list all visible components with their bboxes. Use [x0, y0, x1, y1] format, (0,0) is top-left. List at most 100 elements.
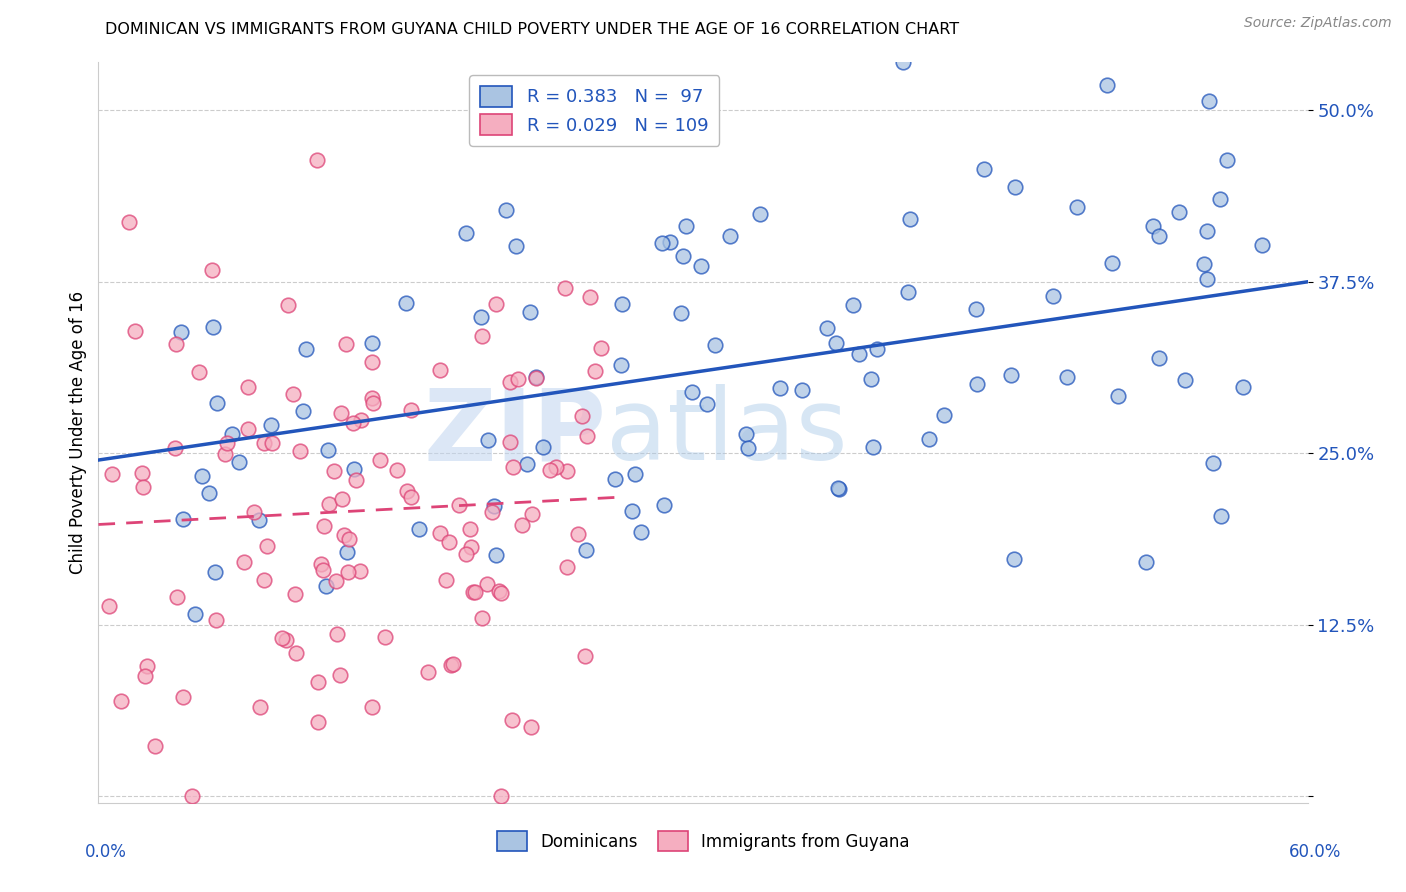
Point	[201, 320, 224, 334]
Point	[538, 463, 561, 477]
Text: atlas: atlas	[606, 384, 848, 481]
Point	[735, 426, 758, 441]
Point	[325, 574, 347, 589]
Point	[256, 539, 278, 553]
Point	[315, 579, 337, 593]
Point	[329, 668, 352, 682]
Point	[481, 505, 503, 519]
Point	[190, 468, 212, 483]
Point	[603, 473, 626, 487]
Point	[891, 55, 914, 70]
Point	[1042, 289, 1064, 303]
Point	[360, 355, 382, 369]
Point	[610, 296, 633, 310]
Text: 60.0%: 60.0%	[1288, 843, 1341, 861]
Point	[531, 441, 554, 455]
Point	[621, 504, 644, 518]
Point	[519, 720, 541, 734]
Point	[827, 482, 849, 496]
Point	[124, 324, 146, 338]
Point	[399, 490, 422, 504]
Point	[1135, 555, 1157, 569]
Point	[330, 491, 353, 506]
Point	[201, 263, 224, 277]
Point	[396, 483, 419, 498]
Point	[1107, 389, 1129, 403]
Point	[522, 507, 544, 521]
Point	[172, 512, 194, 526]
Point	[696, 397, 718, 411]
Point	[260, 436, 283, 450]
Point	[454, 548, 477, 562]
Point	[681, 385, 703, 400]
Point	[281, 386, 304, 401]
Point	[434, 573, 457, 587]
Legend: Dominicans, Immigrants from Guyana: Dominicans, Immigrants from Guyana	[491, 825, 915, 857]
Point	[441, 657, 464, 671]
Point	[437, 535, 460, 549]
Point	[318, 497, 340, 511]
Point	[1232, 379, 1254, 393]
Point	[630, 524, 652, 539]
Point	[318, 443, 340, 458]
Point	[659, 235, 682, 249]
Y-axis label: Child Poverty Under the Age of 16: Child Poverty Under the Age of 16	[69, 291, 87, 574]
Point	[1101, 256, 1123, 270]
Point	[827, 481, 849, 495]
Point	[143, 739, 166, 754]
Point	[454, 227, 477, 241]
Point	[491, 789, 513, 803]
Text: 0.0%: 0.0%	[84, 843, 127, 861]
Point	[98, 599, 121, 614]
Point	[236, 380, 259, 394]
Point	[333, 528, 356, 542]
Point	[1209, 508, 1232, 523]
Point	[361, 700, 384, 714]
Point	[270, 632, 292, 646]
Point	[675, 219, 697, 233]
Point	[429, 525, 451, 540]
Point	[502, 459, 524, 474]
Point	[790, 383, 813, 397]
Point	[247, 513, 270, 527]
Point	[343, 462, 366, 476]
Point	[652, 498, 675, 512]
Point	[170, 325, 193, 339]
Point	[669, 306, 692, 320]
Point	[672, 249, 695, 263]
Point	[260, 417, 283, 432]
Text: Source: ZipAtlas.com: Source: ZipAtlas.com	[1244, 16, 1392, 30]
Point	[385, 463, 408, 477]
Point	[461, 585, 484, 599]
Point	[966, 376, 988, 391]
Point	[325, 627, 347, 641]
Point	[1066, 200, 1088, 214]
Point	[579, 290, 602, 304]
Point	[824, 335, 846, 350]
Point	[110, 694, 132, 708]
Point	[499, 435, 522, 450]
Point	[284, 587, 307, 601]
Point	[204, 565, 226, 579]
Point	[499, 376, 522, 390]
Text: ZIP: ZIP	[423, 384, 606, 481]
Point	[163, 441, 186, 455]
Point	[337, 566, 360, 580]
Point	[485, 549, 508, 563]
Point	[132, 480, 155, 494]
Point	[361, 396, 384, 410]
Point	[718, 229, 741, 244]
Point	[575, 543, 598, 558]
Point	[118, 215, 141, 229]
Point	[482, 499, 505, 513]
Point	[1142, 219, 1164, 233]
Point	[1192, 256, 1215, 270]
Point	[307, 714, 329, 729]
Point	[897, 285, 920, 299]
Point	[624, 467, 647, 481]
Point	[1002, 551, 1025, 566]
Point	[1251, 238, 1274, 252]
Point	[350, 413, 373, 427]
Point	[932, 408, 955, 422]
Point	[207, 396, 229, 410]
